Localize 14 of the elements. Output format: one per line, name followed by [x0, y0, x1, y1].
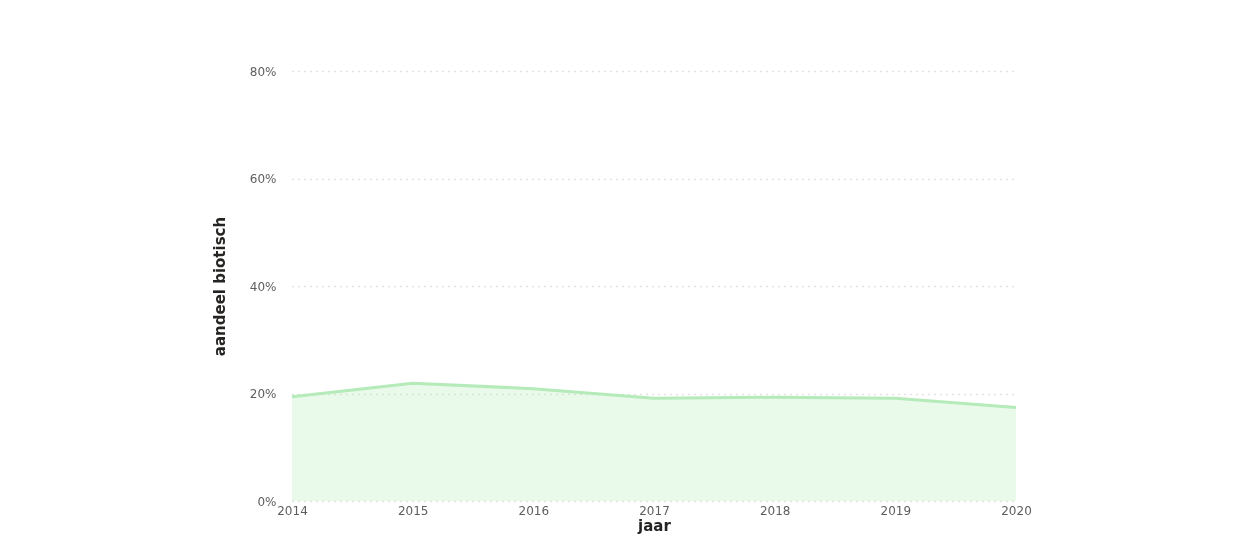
x-tick-label: 2018	[759, 503, 791, 518]
x-tick-label: 2015	[397, 503, 429, 518]
x-tick-label: 2019	[880, 503, 912, 518]
y-tick-label: 60%	[249, 172, 277, 186]
y-tick-label: 80%	[249, 64, 277, 79]
x-axis-title: jaar	[637, 516, 672, 535]
y-tick-label: 40%	[249, 279, 277, 294]
x-tick-label: 2016	[518, 503, 550, 518]
x-tick-label: 2020	[1001, 503, 1032, 518]
y-axis-title: aandeel biotisch	[210, 216, 229, 357]
y-tick-label: 20%	[249, 387, 277, 401]
y-tick-label: 0%	[257, 494, 277, 509]
x-tick-label: 2014	[277, 503, 308, 518]
x-tick-label: 2017	[639, 503, 670, 518]
